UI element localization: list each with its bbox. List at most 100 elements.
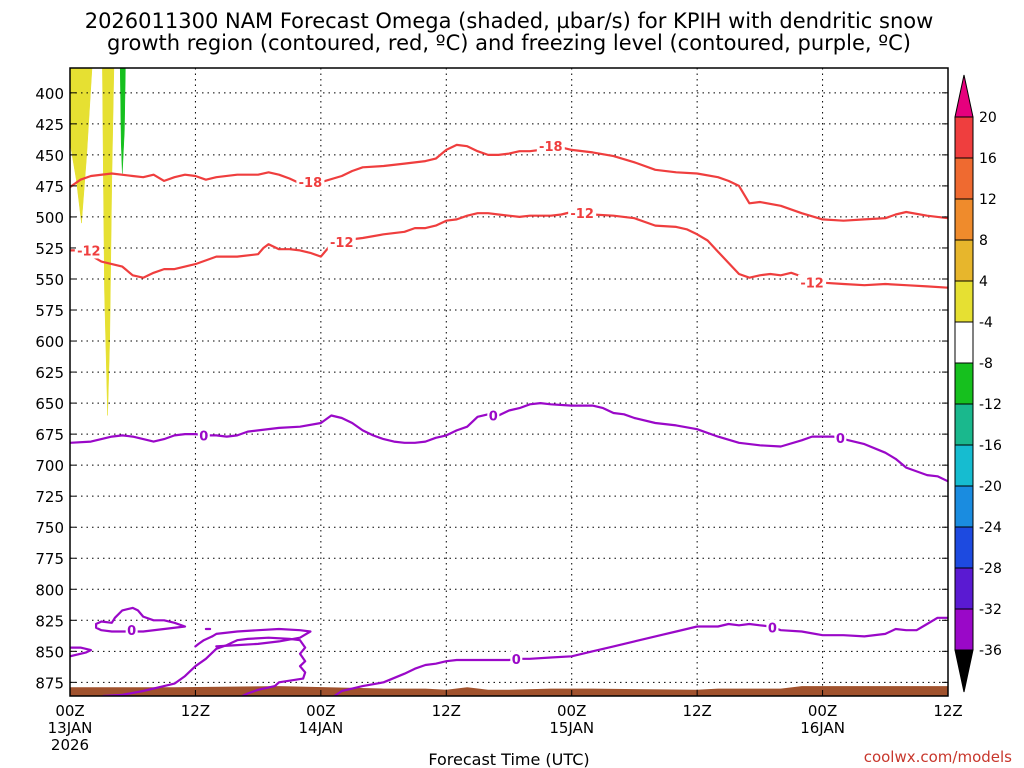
colorbar-cell: [954, 116, 974, 159]
omega-shade-region-3: [119, 68, 126, 174]
y-tick-label: 575: [35, 302, 64, 320]
omega-shading: [70, 68, 126, 416]
colorbar-cell: [954, 526, 974, 569]
colorbar-label: -12: [979, 397, 1002, 413]
contour-label-bg: [510, 650, 523, 667]
contour-label: 0: [512, 653, 521, 668]
colorbar-label: 20: [979, 110, 997, 126]
contour-line-3: [70, 402, 948, 483]
omega-shade-region-2: [102, 68, 115, 416]
contour-line-5: [70, 646, 93, 658]
y-tick-label: 425: [35, 116, 64, 134]
colorbar-top-triangle: [954, 74, 974, 118]
y-tick-label: 850: [35, 643, 64, 661]
contour-label-bg: [197, 427, 210, 444]
y-tick-label: 825: [35, 612, 64, 630]
x-tick-label: 00Z: [557, 702, 586, 720]
x-tick-label: 00Z: [55, 702, 84, 720]
colorbar-bottom-triangle: [954, 649, 974, 693]
colorbar-cell: [954, 444, 974, 487]
y-tick-label: 800: [35, 581, 64, 599]
colorbar-label: -28: [979, 561, 1002, 577]
colorbar-label: -20: [979, 479, 1002, 495]
contour-label: -18: [299, 176, 323, 191]
colorbar-label: -24: [979, 520, 1002, 536]
colorbar-cell: [954, 362, 974, 405]
colorbar-label: 12: [979, 192, 997, 208]
contour-label-bg: [125, 622, 138, 639]
contour-label-bg: [834, 429, 847, 446]
credit-text: coolwx.com/models: [864, 748, 1012, 766]
contour-label: 0: [127, 624, 136, 639]
y-tick-label: 475: [35, 178, 64, 196]
colorbar-label: -4: [979, 315, 993, 331]
colorbar-cell: [954, 239, 974, 282]
ground-terrain-fill: [70, 686, 948, 696]
contour-label: -12: [330, 236, 354, 251]
y-tick-label: 675: [35, 426, 64, 444]
y-tick-label: 875: [35, 674, 64, 692]
colorbar-cell: [954, 321, 974, 364]
y-tick-label: 750: [35, 519, 64, 537]
colorbar-cell: [954, 198, 974, 241]
contour-label-bg: [536, 138, 565, 155]
contour-line-4: [333, 616, 948, 696]
colorbar-label: -8: [979, 356, 993, 372]
plot-frame: [69, 67, 949, 697]
y-tick-label: 775: [35, 550, 64, 568]
omega-shade-region-1: [70, 68, 93, 224]
contour-label-bg: [74, 242, 103, 259]
contour-line-2: [70, 210, 948, 289]
contour-label-bg: [766, 619, 779, 636]
x-tick-label: 14JAN: [298, 719, 343, 737]
contour-labels: -18 -18 -12 -12 -12 -12 0 0 0 0 0 0: [74, 138, 847, 668]
chart-title-line-1: 2026011300 NAM Forecast Omega (shaded, µ…: [85, 9, 934, 33]
colorbar-label: -36: [979, 643, 1002, 659]
x-tick-label: 12Z: [432, 702, 461, 720]
chart-title: 2026011300 NAM Forecast Omega (shaded, µ…: [85, 9, 934, 55]
contour-label: -18: [539, 140, 563, 155]
colorbar-label: -16: [979, 438, 1002, 454]
x-tick-label: 12Z: [933, 702, 962, 720]
chart-title-line-2: growth region (contoured, red, ºC) and f…: [107, 31, 911, 55]
contour-label-bg: [296, 174, 325, 191]
contour-label: 0: [836, 432, 845, 447]
x-tick-label: 00Z: [808, 702, 837, 720]
x-tick-label: 15JAN: [549, 719, 594, 737]
x-tick-label: 00Z: [306, 702, 335, 720]
contour-line-9: [194, 635, 214, 648]
colorbar-label: -32: [979, 602, 1002, 618]
x-tick-label: 12Z: [181, 702, 210, 720]
contour-line-7: [102, 636, 307, 696]
colorbar-cell: [954, 403, 974, 446]
contour-label: 0: [768, 622, 777, 637]
y-tick-label: 500: [35, 209, 64, 227]
contour-label: 0: [199, 429, 208, 444]
colorbar-cell: [954, 567, 974, 610]
y-tick-label: 600: [35, 333, 64, 351]
contour-label-bg: [487, 407, 500, 424]
x-tick-label: 2026: [51, 736, 89, 754]
grid-lines: [70, 68, 948, 696]
y-tick-label: 400: [35, 85, 64, 103]
contour-label: -12: [570, 207, 594, 222]
contour-line-1: [70, 143, 948, 222]
contour-label-bg: [327, 233, 356, 250]
y-tick-label: 550: [35, 271, 64, 289]
colorbar-cell: [954, 157, 974, 200]
x-tick-label: 13JAN: [48, 719, 93, 737]
colorbar-cell: [954, 280, 974, 323]
contour-label: -12: [800, 277, 824, 292]
y-tick-label: 525: [35, 240, 64, 258]
colorbar-label: 4: [979, 274, 988, 290]
colorbar-label: 8: [979, 233, 988, 249]
contour-line-6: [94, 606, 187, 633]
colorbar-cell: [954, 485, 974, 528]
ground-terrain: [70, 686, 948, 696]
y-tick-label: 650: [35, 395, 64, 413]
y-tick-label: 700: [35, 457, 64, 475]
contour-label-bg: [568, 205, 597, 222]
colorbar: 20 16 12 8 4 -4 -8 -12 -16 -20 -24 -28 -32 -36: [954, 74, 1002, 693]
